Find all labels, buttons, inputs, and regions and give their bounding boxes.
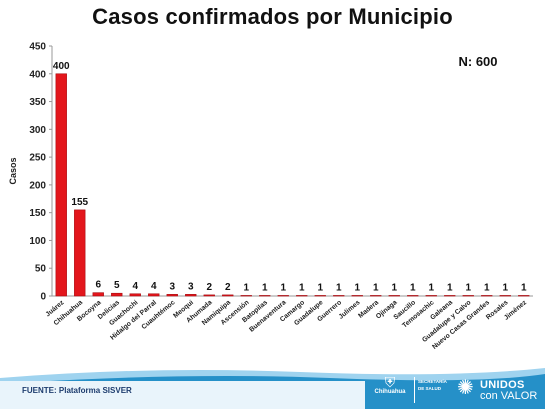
bar	[74, 209, 86, 297]
bar	[259, 295, 271, 297]
y-tick-label: 150	[29, 208, 46, 219]
y-tick-label: 450	[29, 42, 46, 53]
bar	[444, 295, 456, 297]
bar	[166, 294, 178, 297]
data-label: 1	[317, 282, 323, 293]
data-label: 1	[428, 282, 434, 293]
data-label: 3	[188, 281, 194, 292]
y-tick-label: 0	[40, 292, 46, 303]
people-circle-icon: ✺	[457, 377, 474, 399]
footer: FUENTE: Plataforma SISVER ⛨ Chihuahua SE…	[0, 364, 545, 409]
bar	[222, 294, 234, 297]
data-label: 1	[299, 282, 305, 293]
data-label: 1	[373, 282, 379, 293]
data-label: 3	[169, 281, 175, 292]
bar	[296, 295, 308, 297]
total-annotation: N: 600	[458, 54, 497, 69]
bar	[370, 295, 382, 297]
bar	[55, 73, 67, 297]
bar	[518, 295, 530, 297]
bar	[240, 295, 252, 297]
bar	[148, 293, 160, 297]
data-label: 155	[71, 197, 88, 208]
data-label: 1	[410, 282, 416, 293]
data-label: 400	[53, 61, 70, 72]
data-label: 1	[447, 282, 453, 293]
data-label: 6	[95, 280, 101, 291]
shield-icon: ⛨	[384, 374, 396, 390]
logo-divider	[414, 377, 415, 403]
data-label: 2	[206, 282, 212, 293]
bar	[499, 295, 511, 297]
bar	[425, 295, 437, 297]
bar	[92, 292, 104, 297]
bar	[314, 295, 326, 297]
bar	[462, 295, 474, 297]
data-label: 1	[336, 282, 342, 293]
data-label: 1	[521, 282, 527, 293]
bar	[111, 292, 123, 297]
dept-line-1: SECRETARÍA	[418, 379, 447, 384]
bar	[277, 295, 289, 297]
y-tick-label: 50	[35, 264, 47, 275]
chihuahua-logo: ⛨ Chihuahua	[372, 375, 408, 405]
data-label: 1	[243, 282, 249, 293]
data-label: 4	[151, 281, 157, 292]
data-label: 1	[484, 282, 490, 293]
bar	[185, 294, 197, 297]
footer-band	[0, 368, 545, 409]
data-label: 1	[465, 282, 471, 293]
category-label: Julimes	[338, 299, 362, 321]
dept-line-2: DE SALUD	[418, 386, 442, 391]
data-label: 4	[132, 281, 138, 292]
data-label: 1	[354, 282, 360, 293]
bar	[203, 294, 215, 297]
data-label: 1	[262, 282, 268, 293]
y-axis-title: Casos	[8, 157, 18, 184]
gov-name: Chihuahua	[374, 389, 406, 395]
data-label: 1	[280, 282, 286, 293]
brand-line-2: con VALOR	[480, 390, 538, 402]
chart-title: Casos confirmados por Municipio	[92, 4, 453, 29]
bar	[388, 295, 400, 297]
y-tick-label: 350	[29, 97, 46, 108]
unidos-con-valor-logo: ✺ UNIDOS con VALOR	[457, 376, 545, 406]
category-label: Cuauhtémoc	[140, 299, 176, 331]
data-label: 2	[225, 282, 231, 293]
bar	[351, 295, 363, 297]
y-tick-label: 200	[29, 180, 46, 191]
y-tick-label: 300	[29, 125, 46, 136]
bar	[481, 295, 493, 297]
data-label: 1	[502, 282, 508, 293]
y-tick-label: 400	[29, 69, 46, 80]
source-text: FUENTE: Plataforma SISVER	[22, 386, 132, 395]
health-dept-label: SECRETARÍA DE SALUD	[418, 378, 454, 392]
bar	[129, 293, 141, 297]
y-tick-label: 100	[29, 236, 46, 247]
bar-chart: 0 50 100 150 200 250 300 350 400 450 Casos N: 600 40…	[8, 42, 533, 351]
data-label: 5	[114, 280, 120, 291]
brand-line-1: UNIDOS	[480, 379, 525, 391]
bar	[407, 295, 419, 297]
bar	[333, 295, 345, 297]
data-label: 1	[391, 282, 397, 293]
y-tick-label: 250	[29, 153, 46, 164]
